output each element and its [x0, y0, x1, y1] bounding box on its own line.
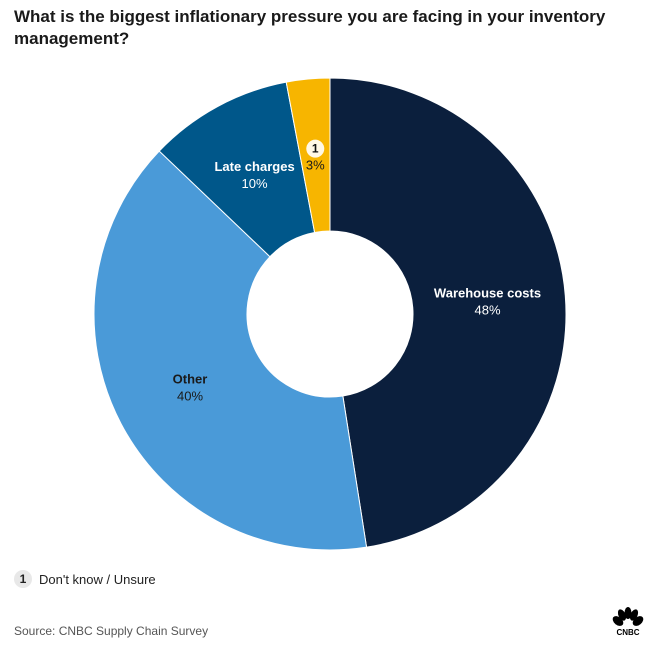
slice-label: Late charges — [214, 159, 294, 174]
legend-text: Don't know / Unsure — [39, 571, 156, 587]
chart-title: What is the biggest inflationary pressur… — [14, 7, 606, 48]
svg-text:CNBC: CNBC — [616, 628, 639, 636]
slice-other — [93, 150, 368, 551]
slice-value-label: 40% — [177, 388, 203, 403]
slice-late-charges — [158, 81, 316, 258]
slice-label: Other — [173, 371, 208, 386]
legend: 1 Don't know / Unsure — [14, 570, 156, 588]
slice-value-label: 48% — [475, 303, 501, 318]
slice-badge — [306, 139, 325, 158]
slice-dont-know — [285, 77, 331, 234]
cnbc-logo-icon: CNBC — [612, 607, 644, 636]
slice-warehouse-costs — [329, 77, 567, 548]
slice-label: 1 — [312, 142, 319, 156]
slice-value-label: 10% — [242, 176, 268, 191]
slice-value-label: 3% — [306, 158, 325, 173]
slice-label: Warehouse costs — [434, 286, 541, 301]
source-note: Source: CNBC Supply Chain Survey — [14, 624, 209, 638]
legend-badge: 1 — [14, 570, 32, 588]
